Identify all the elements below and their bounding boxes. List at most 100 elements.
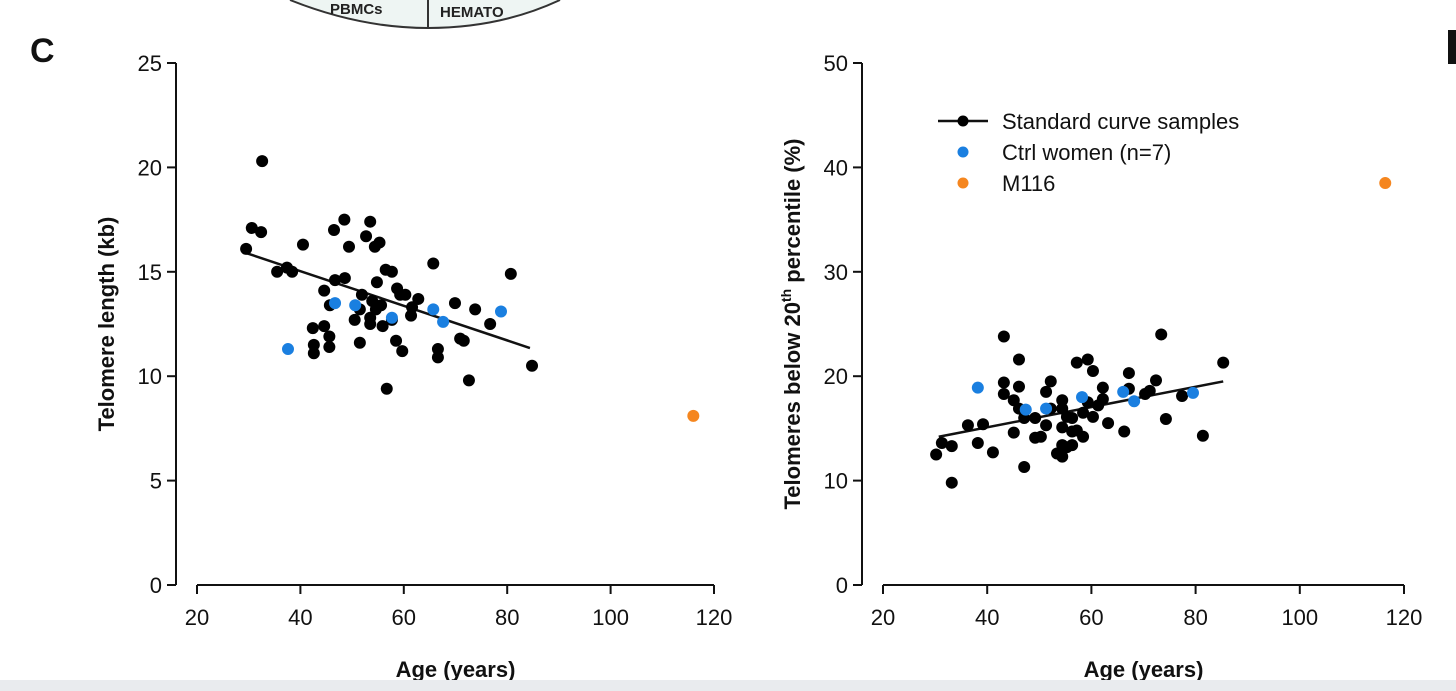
data-point-standard-curve-samples xyxy=(286,265,299,278)
data-point-standard-curve-samples xyxy=(1044,375,1057,388)
data-point-standard-curve-samples xyxy=(431,343,444,356)
x-tick-label: 20 xyxy=(185,605,209,630)
data-point-standard-curve-samples xyxy=(328,224,341,237)
legend-marker xyxy=(957,146,969,158)
data-point-standard-curve-samples xyxy=(1056,394,1069,407)
data-point-standard-curve-samples xyxy=(1086,410,1099,423)
data-point-standard-curve-samples xyxy=(945,440,958,453)
x-tick-label: 120 xyxy=(696,605,733,630)
data-point-standard-curve-samples xyxy=(504,267,517,280)
data-point-standard-curve-samples xyxy=(370,276,383,289)
x-tick-label: 100 xyxy=(1281,605,1318,630)
data-point-standard-curve-samples xyxy=(997,387,1010,400)
data-point-standard-curve-samples xyxy=(1102,417,1115,430)
x-tick-label: 40 xyxy=(288,605,312,630)
data-point-standard-curve-samples xyxy=(1150,374,1163,387)
data-point-standard-curve-samples xyxy=(1159,413,1172,426)
legend-label: Standard curve samples xyxy=(1002,109,1239,134)
data-point-ctrl-women-n-7 xyxy=(329,297,342,310)
data-point-standard-curve-samples xyxy=(360,230,373,243)
data-point-ctrl-women-n-7 xyxy=(1117,385,1130,398)
x-axis-label: Age (years) xyxy=(1084,657,1204,682)
data-point-ctrl-women-n-7 xyxy=(385,311,398,324)
data-point-ctrl-women-n-7 xyxy=(971,381,984,394)
data-point-standard-curve-samples xyxy=(318,284,331,297)
data-point-standard-curve-samples xyxy=(1040,385,1053,398)
data-point-standard-curve-samples xyxy=(526,359,539,372)
data-point-standard-curve-samples xyxy=(484,318,497,330)
legend-marker xyxy=(957,115,969,127)
data-point-standard-curve-samples xyxy=(342,240,355,253)
data-point-standard-curve-samples xyxy=(454,332,467,345)
data-point-standard-curve-samples xyxy=(307,347,320,360)
y-tick-label: 40 xyxy=(824,155,848,180)
data-point-ctrl-women-n-7 xyxy=(1186,386,1199,399)
data-point-standard-curve-samples xyxy=(935,437,948,450)
data-point-standard-curve-samples xyxy=(364,215,377,228)
data-point-standard-curve-samples xyxy=(1096,393,1109,406)
data-point-standard-curve-samples xyxy=(1056,421,1069,434)
y-tick-label: 25 xyxy=(138,51,162,76)
data-point-standard-curve-samples xyxy=(971,437,984,450)
bottom-strip xyxy=(0,680,1456,691)
data-point-standard-curve-samples xyxy=(323,340,336,353)
data-point-standard-curve-samples xyxy=(1077,430,1090,443)
data-point-standard-curve-samples xyxy=(306,322,319,335)
data-point-standard-curve-samples xyxy=(271,265,284,278)
data-point-standard-curve-samples xyxy=(1143,384,1156,397)
y-tick-label: 0 xyxy=(836,573,848,598)
data-point-standard-curve-samples xyxy=(373,236,386,249)
x-tick-label: 100 xyxy=(592,605,629,630)
y-tick-label: 30 xyxy=(824,260,848,285)
y-tick-label: 0 xyxy=(150,573,162,598)
y-tick-label: 15 xyxy=(138,260,162,285)
data-point-standard-curve-samples xyxy=(1070,356,1083,369)
data-point-ctrl-women-n-7 xyxy=(1076,391,1089,404)
data-point-standard-curve-samples xyxy=(1118,425,1131,438)
x-tick-label: 20 xyxy=(871,605,895,630)
data-point-standard-curve-samples xyxy=(1007,426,1020,439)
y-tick-label: 50 xyxy=(824,51,848,76)
data-point-ctrl-women-n-7 xyxy=(349,299,362,312)
data-point-m116 xyxy=(1379,177,1392,190)
panel-label: C xyxy=(30,32,55,70)
data-point-standard-curve-samples xyxy=(296,238,309,251)
data-point-standard-curve-samples xyxy=(997,376,1010,389)
y-axis-label-part: Telomeres below 20 xyxy=(780,302,805,509)
data-point-standard-curve-samples xyxy=(1029,411,1042,424)
data-point-standard-curve-samples xyxy=(380,382,393,395)
data-point-standard-curve-samples xyxy=(997,330,1010,343)
data-point-standard-curve-samples xyxy=(245,221,258,234)
data-point-standard-curve-samples xyxy=(945,476,958,489)
data-point-standard-curve-samples xyxy=(323,330,336,343)
y-axis-label-superscript: th xyxy=(778,289,794,302)
data-point-standard-curve-samples xyxy=(256,155,269,168)
data-point-standard-curve-samples xyxy=(338,213,351,226)
data-point-standard-curve-samples xyxy=(385,265,398,278)
data-point-standard-curve-samples xyxy=(1176,390,1189,403)
data-point-m116 xyxy=(687,409,700,422)
x-tick-label: 40 xyxy=(975,605,999,630)
diagram-fragment: PBMCs HEMATO xyxy=(289,0,561,30)
data-point-standard-curve-samples xyxy=(376,320,389,333)
y-tick-label: 10 xyxy=(138,364,162,389)
data-point-standard-curve-samples xyxy=(1196,429,1209,442)
data-point-standard-curve-samples xyxy=(462,374,475,387)
data-point-standard-curve-samples xyxy=(1018,461,1031,474)
data-point-standard-curve-samples xyxy=(406,301,419,314)
data-point-standard-curve-samples xyxy=(1066,411,1079,424)
data-point-ctrl-women-n-7 xyxy=(437,315,450,328)
data-point-ctrl-women-n-7 xyxy=(494,305,507,318)
next-panel-fragment xyxy=(1448,30,1456,64)
data-point-standard-curve-samples xyxy=(930,448,943,461)
y-axis-label-part: percentile (%) xyxy=(780,138,805,288)
data-point-ctrl-women-n-7 xyxy=(1019,403,1032,416)
data-point-standard-curve-samples xyxy=(1096,381,1109,394)
y-tick-label: 20 xyxy=(138,155,162,180)
data-point-standard-curve-samples xyxy=(255,226,268,239)
data-point-standard-curve-samples xyxy=(412,292,425,305)
y-tick-label: 20 xyxy=(824,364,848,389)
data-point-standard-curve-samples xyxy=(396,345,409,358)
data-point-standard-curve-samples xyxy=(1040,419,1053,432)
data-point-standard-curve-samples xyxy=(348,313,361,326)
